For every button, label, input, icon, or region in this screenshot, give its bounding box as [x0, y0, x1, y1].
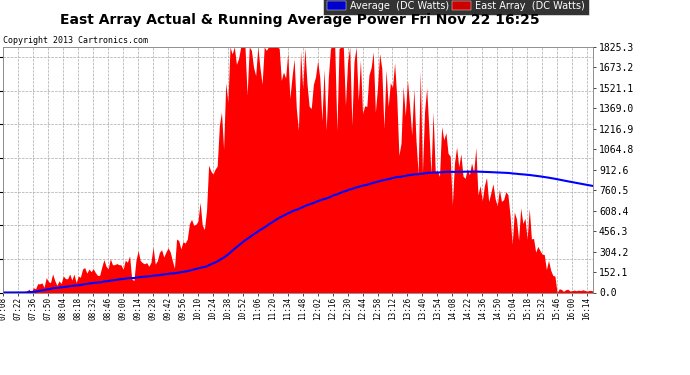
Text: Copyright 2013 Cartronics.com: Copyright 2013 Cartronics.com: [3, 36, 148, 45]
Legend: Average  (DC Watts), East Array  (DC Watts): Average (DC Watts), East Array (DC Watts…: [324, 0, 589, 15]
Text: East Array Actual & Running Average Power Fri Nov 22 16:25: East Array Actual & Running Average Powe…: [60, 13, 540, 27]
